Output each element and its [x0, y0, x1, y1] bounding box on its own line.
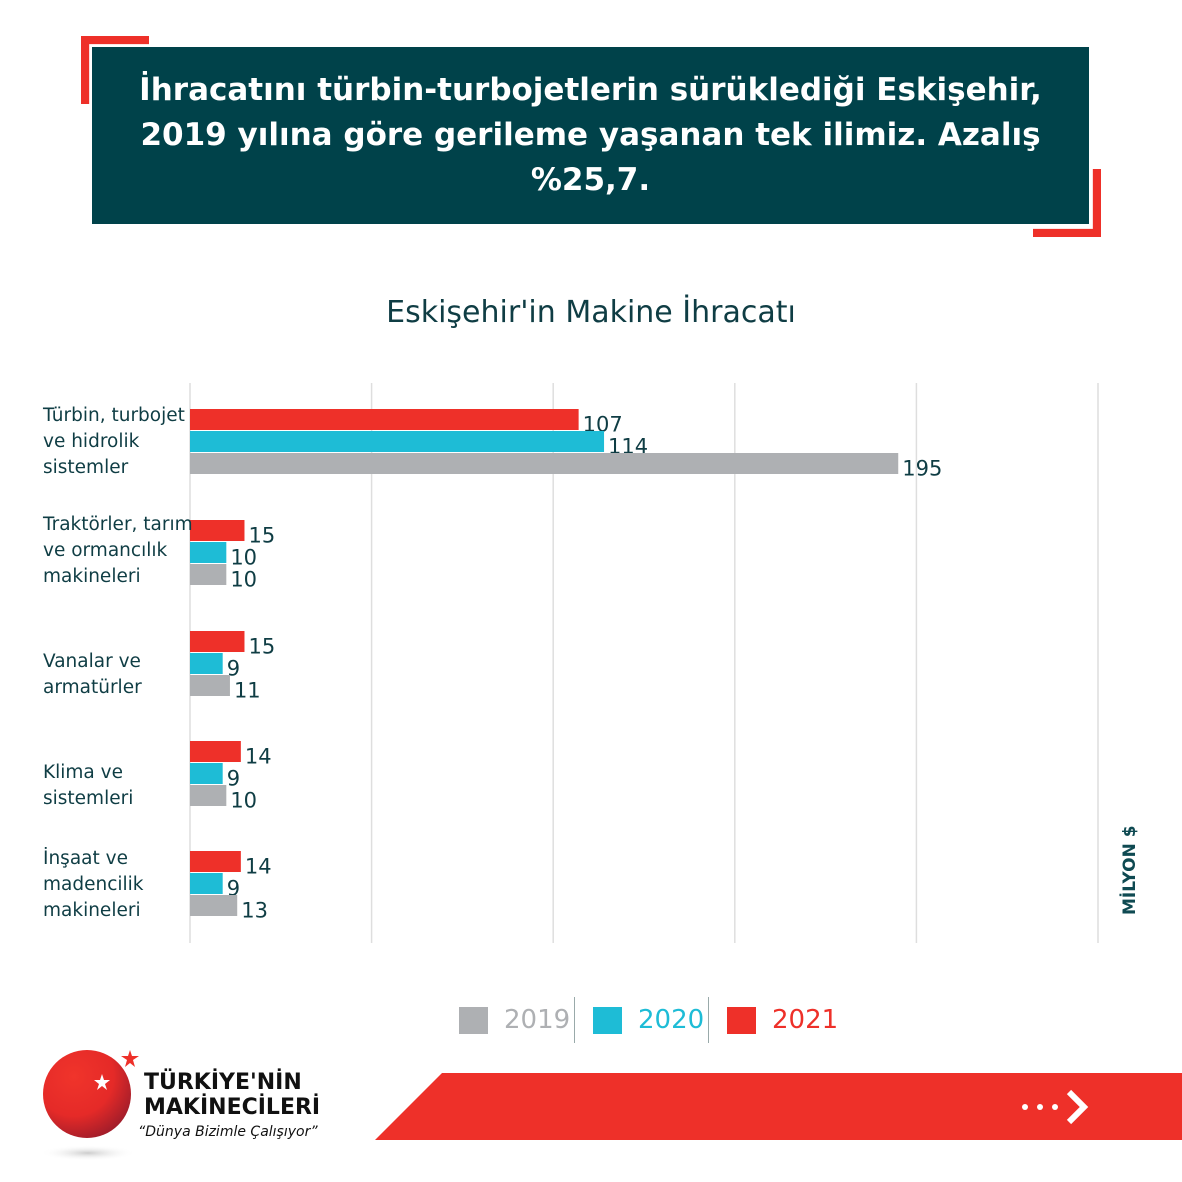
legend-item-2021: 2021 [727, 997, 838, 1043]
bar-2019 [190, 895, 238, 916]
bar-2021 [190, 631, 245, 652]
category-label: Traktörler, tarım ve ormancılık makinele… [43, 514, 193, 587]
legend-label: 2021 [772, 1005, 839, 1035]
bar-2019 [190, 453, 899, 474]
logo: TÜRKİYE'NİN MAKİNECİLERİ “Dünya Bizimle … [40, 1050, 343, 1169]
data-label: 195 [902, 457, 942, 481]
legend: 2019 2020 2021 [0, 997, 1182, 1043]
bar-2021 [190, 520, 245, 541]
bar-2020 [190, 542, 227, 563]
category-label: Türbin, turbojet ve hidrolik sistemler [43, 405, 185, 478]
bar-2019 [190, 564, 227, 585]
data-label: 10 [230, 546, 257, 570]
data-label: 10 [230, 789, 257, 813]
headline-line-2: 2019 yılına göre gerileme yaşanan tek il… [140, 117, 1041, 198]
logo-emblem-icon [40, 1050, 139, 1161]
data-label: 9 [227, 877, 240, 901]
legend-item-2020: 2020 [593, 997, 704, 1043]
logo-line-1: TÜRKİYE'NİN [144, 1070, 302, 1095]
bar-2020 [190, 873, 223, 894]
logo-line-2: MAKİNECİLERİ [144, 1095, 321, 1120]
legend-swatch [593, 1006, 622, 1034]
data-label: 9 [227, 657, 240, 681]
legend-item-2019: 2019 [459, 997, 570, 1043]
legend-divider [574, 997, 575, 1043]
logo-text: TÜRKİYE'NİN MAKİNECİLERİ [144, 1070, 320, 1120]
bar-2021 [190, 741, 241, 762]
bar-2021 [190, 851, 241, 872]
headline-banner: İhracatını türbin-turbojetlerin sürükled… [92, 47, 1089, 224]
bar-2019 [190, 785, 227, 806]
bar-2020 [190, 763, 223, 784]
bar-2020 [190, 431, 605, 452]
legend-label: 2019 [504, 1005, 571, 1035]
unit-label: MİLYON $ [1120, 825, 1140, 915]
headline-line-1: İhracatını türbin-turbojetlerin sürükled… [139, 72, 1042, 108]
legend-divider [708, 997, 709, 1043]
data-label: 10 [230, 568, 257, 592]
data-label: 15 [248, 635, 275, 659]
chart-title: Eskişehir'in Makine İhracatı [386, 295, 796, 330]
bar-2019 [190, 675, 230, 696]
data-label: 14 [245, 745, 272, 769]
category-label: İnşaat ve madencilik makineleri [43, 848, 144, 921]
legend-swatch [459, 1006, 488, 1034]
next-arrow-icon[interactable] [1022, 1089, 1089, 1125]
data-label: 13 [241, 899, 268, 923]
data-label: 15 [248, 524, 275, 548]
bar-2020 [190, 653, 223, 674]
legend-label: 2020 [638, 1005, 705, 1035]
footer-bar [375, 1073, 1182, 1140]
data-label: 9 [227, 767, 240, 791]
category-label: Klima ve sistemleri [43, 762, 134, 809]
legend-swatch [727, 1006, 756, 1034]
bar-2021 [190, 409, 579, 430]
category-label: Vanalar ve armatürler [43, 651, 142, 698]
logo-slogan: “Dünya Bizimle Çalışıyor” [138, 1124, 318, 1140]
data-label: 11 [234, 679, 261, 703]
data-label: 14 [245, 855, 272, 879]
